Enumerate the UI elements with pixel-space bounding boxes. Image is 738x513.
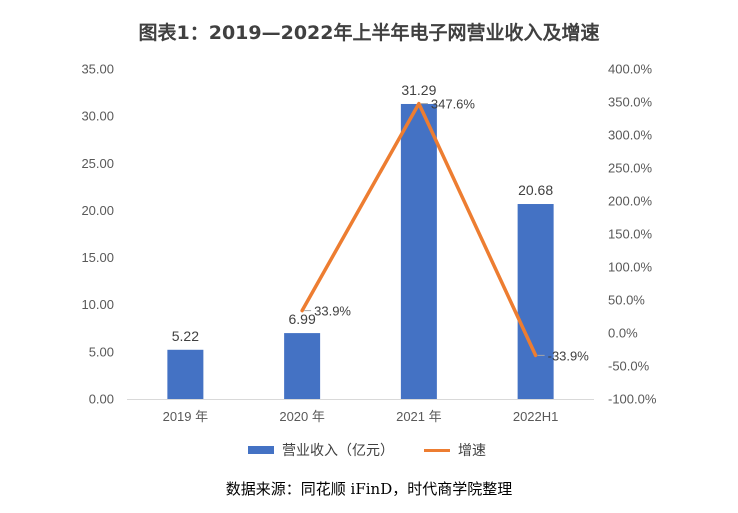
bar xyxy=(284,333,321,399)
legend-swatch-line xyxy=(424,448,450,452)
bar xyxy=(517,204,554,399)
y-left-tick-label: 5.00 xyxy=(89,344,114,359)
x-tick-label: 2022H1 xyxy=(513,409,559,424)
y-right-tick-label: 300.0% xyxy=(608,128,653,143)
y-left-tick-label: 20.00 xyxy=(81,203,114,218)
y-right-tick-label: 100.0% xyxy=(608,260,653,275)
y-right-tick-label: -50.0% xyxy=(608,359,650,374)
legend-item-revenue: 营业收入（亿元） xyxy=(248,440,394,460)
y-right-tick-label: 200.0% xyxy=(608,194,653,209)
y-right-tick-label: 150.0% xyxy=(608,227,653,242)
bar xyxy=(400,103,437,399)
y-left-tick-label: 10.00 xyxy=(81,297,114,312)
y-left-tick-label: 35.00 xyxy=(81,62,114,77)
bar-data-label: 20.68 xyxy=(518,182,553,198)
chart-title: 图表1：2019—2022年上半年电子网营业收入及增速 xyxy=(138,22,600,44)
y-left-tick-label: 0.00 xyxy=(89,392,114,407)
bar-data-label: 6.99 xyxy=(289,311,316,327)
y-left-tick-label: 15.00 xyxy=(81,250,114,265)
growth-line xyxy=(300,101,538,358)
legend: 营业收入（亿元） 增速 xyxy=(0,440,738,462)
y-left-tick-label: 25.00 xyxy=(81,156,114,171)
y-right-tick-label: 0.0% xyxy=(608,326,638,341)
legend-swatch-bar xyxy=(248,446,274,454)
y-left-tick-label: 30.00 xyxy=(81,109,114,124)
source-note: 数据来源：同花顺 iFinD，时代商学院整理 xyxy=(225,480,513,498)
legend-item-growth: 增速 xyxy=(424,440,486,460)
x-tick-label: 2021 年 xyxy=(396,409,442,424)
bar xyxy=(167,349,204,399)
line-data-label: 347.6% xyxy=(431,97,476,112)
x-tick-label: 2019 年 xyxy=(163,409,209,424)
y-right-tick-label: 50.0% xyxy=(608,293,645,308)
bar-data-label: 5.22 xyxy=(172,328,199,344)
bar-data-label: 31.29 xyxy=(401,82,436,98)
y-right-tick-label: 400.0% xyxy=(608,62,653,77)
legend-label-growth: 增速 xyxy=(458,443,486,459)
y-right-tick-label: 350.0% xyxy=(608,95,653,110)
y-right-tick-label: -100.0% xyxy=(608,392,657,407)
line-data-label: 33.9% xyxy=(314,304,351,319)
x-tick-label: 2020 年 xyxy=(279,409,325,424)
y-right-tick-label: 250.0% xyxy=(608,161,653,176)
line-data-label: -33.9% xyxy=(548,348,590,363)
legend-label-revenue: 营业收入（亿元） xyxy=(282,443,394,459)
